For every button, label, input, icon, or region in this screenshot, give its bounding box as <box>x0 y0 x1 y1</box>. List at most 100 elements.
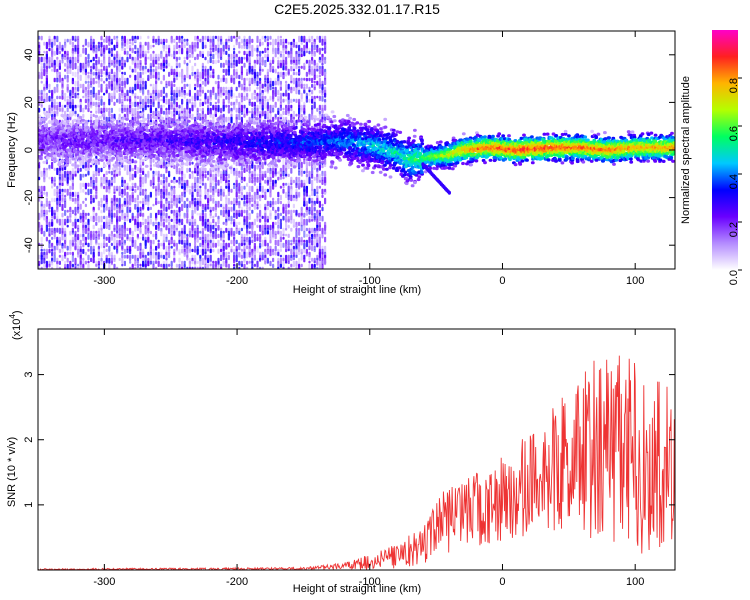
noise-cell <box>300 53 303 58</box>
noise-cell <box>287 173 290 177</box>
noise-cell <box>212 194 215 198</box>
noise-cell <box>201 80 204 85</box>
noise-cell <box>238 182 241 187</box>
noise-cell <box>235 227 238 234</box>
noise-cell <box>233 182 236 186</box>
noise-cell <box>204 242 207 250</box>
noise-cell <box>71 185 74 191</box>
noise-cell <box>290 248 293 255</box>
noise-cell <box>38 191 41 195</box>
noise-cell <box>168 80 171 87</box>
noise-cell <box>298 170 301 176</box>
noise-cell <box>316 200 319 204</box>
noise-cell <box>259 236 262 243</box>
signal-cell <box>46 156 50 160</box>
noise-cell <box>222 206 225 210</box>
noise-cell <box>175 170 178 175</box>
noise-cell <box>116 197 119 203</box>
noise-cell <box>90 104 93 109</box>
noise-cell <box>233 44 236 48</box>
noise-cell <box>118 107 121 112</box>
noise-cell <box>222 92 225 96</box>
noise-cell <box>58 77 61 83</box>
noise-cell <box>173 188 176 195</box>
noise-cell <box>285 173 288 177</box>
noise-cell <box>74 239 77 243</box>
noise-cell <box>321 188 324 195</box>
noise-cell <box>43 185 46 192</box>
noise-cell <box>259 218 262 223</box>
noise-cell <box>266 230 269 235</box>
noise-cell <box>48 65 51 69</box>
noise-cell <box>248 224 251 230</box>
noise-cell <box>48 248 51 254</box>
noise-cell <box>222 77 225 83</box>
noise-cell <box>209 101 212 106</box>
noise-cell <box>157 56 160 62</box>
noise-cell <box>121 164 124 168</box>
noise-cell <box>51 116 54 121</box>
noise-cell <box>269 203 272 208</box>
noise-cell <box>170 218 173 222</box>
spectrogram-signal-layer <box>38 110 675 195</box>
noise-cell <box>121 209 124 214</box>
noise-cell <box>48 83 51 88</box>
noise-cell <box>321 203 324 207</box>
noise-cell <box>144 41 147 46</box>
noise-cell <box>87 254 90 261</box>
noise-cell <box>103 248 106 255</box>
noise-cell <box>290 122 293 126</box>
noise-cell <box>196 170 199 177</box>
noise-cell <box>121 215 124 220</box>
noise-cell <box>298 35 301 43</box>
noise-cell <box>45 95 48 103</box>
noise-cell <box>105 197 108 205</box>
noise-cell <box>66 107 69 113</box>
noise-cell <box>113 236 116 244</box>
noise-cell <box>64 38 67 43</box>
noise-cell <box>178 257 181 263</box>
noise-cell <box>274 221 277 226</box>
noise-cell <box>308 92 311 97</box>
noise-cell <box>311 68 314 76</box>
noise-cell <box>58 203 61 207</box>
noise-cell <box>194 92 197 100</box>
noise-cell <box>105 44 108 51</box>
noise-cell <box>261 194 264 198</box>
noise-cell <box>308 233 311 237</box>
noise-cell <box>217 53 220 60</box>
noise-cell <box>170 260 173 267</box>
noise-cell <box>134 260 137 267</box>
noise-cell <box>305 161 308 169</box>
noise-cell <box>108 263 111 269</box>
noise-cell <box>87 248 90 252</box>
noise-cell <box>121 38 124 46</box>
noise-cell <box>53 182 56 187</box>
noise-cell <box>116 206 119 210</box>
noise-cell <box>40 89 43 95</box>
noise-cell <box>168 50 171 57</box>
noise-cell <box>316 68 319 72</box>
noise-cell <box>204 80 207 87</box>
noise-cell <box>217 239 220 247</box>
noise-cell <box>324 80 327 85</box>
noise-cell <box>238 83 241 89</box>
signal-cell <box>42 160 47 164</box>
noise-cell <box>66 68 69 75</box>
noise-cell <box>196 251 199 256</box>
noise-cell <box>303 224 306 232</box>
noise-cell <box>162 254 165 260</box>
noise-cell <box>251 239 254 244</box>
noise-cell <box>212 59 215 65</box>
noise-cell <box>43 212 46 217</box>
noise-cell <box>311 263 314 269</box>
noise-cell <box>207 224 210 232</box>
noise-cell <box>199 74 202 82</box>
noise-cell <box>300 83 303 89</box>
noise-cell <box>43 98 46 103</box>
noise-cell <box>160 215 163 222</box>
noise-cell <box>287 248 290 252</box>
noise-cell <box>84 203 87 208</box>
noise-cell <box>181 230 184 234</box>
noise-cell <box>251 92 254 100</box>
